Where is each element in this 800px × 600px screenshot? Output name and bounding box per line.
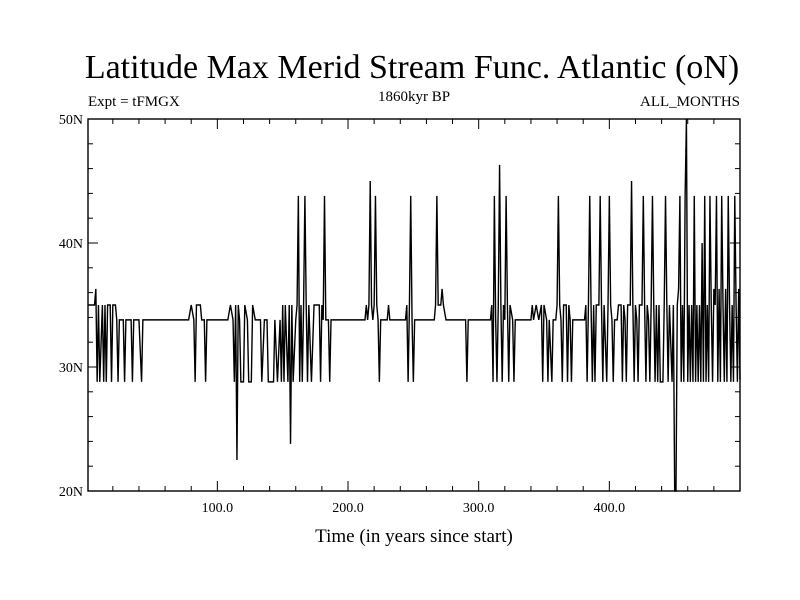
series-line (88, 118, 741, 492)
y-tick-label: 40N (59, 237, 83, 252)
x-tick-label: 400.0 (594, 501, 626, 516)
months-label: ALL_MONTHS (640, 94, 740, 110)
plot-frame (87, 118, 741, 492)
experiment-label: Expt = tFMGX (88, 94, 180, 110)
period-label: 1860kyr BP (378, 89, 450, 105)
x-tick-label: 200.0 (332, 501, 364, 516)
x-tick-label: 100.0 (202, 501, 234, 516)
axis-tick-labels: 100.0 200.0 300.0 400.0 20N 30N 40N 50N (59, 113, 625, 516)
x-axis-label: Time (in years since start) (315, 526, 513, 547)
y-tick-label: 20N (59, 485, 83, 500)
y-tick-label: 50N (59, 113, 83, 128)
axis-ticks (88, 119, 740, 491)
x-tick-label: 300.0 (463, 501, 495, 516)
chart-title: Latitude Max Merid Stream Func. Atlantic… (85, 49, 739, 86)
y-tick-label: 30N (59, 361, 83, 376)
